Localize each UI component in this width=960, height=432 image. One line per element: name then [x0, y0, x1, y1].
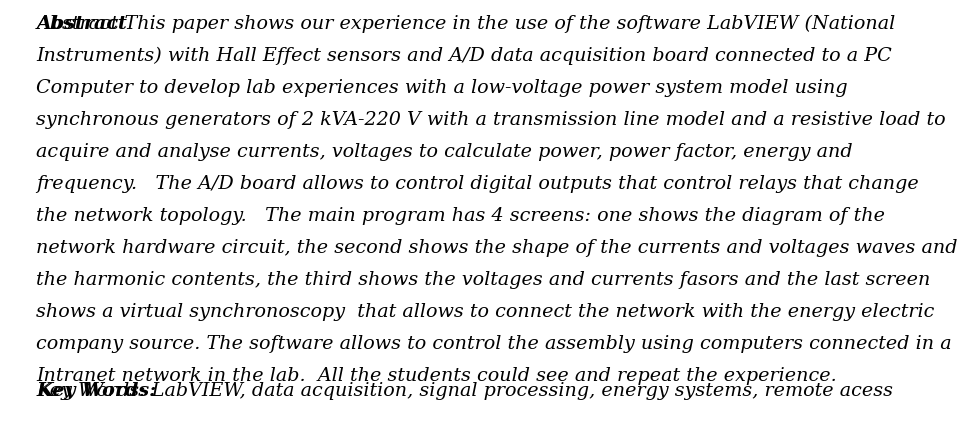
Text: network hardware circuit, the second shows the shape of the currents and voltage: network hardware circuit, the second sho… [36, 239, 958, 257]
Text: Abstract: Abstract [36, 15, 128, 33]
Text: company source. The software allows to control the assembly using computers conn: company source. The software allows to c… [36, 335, 952, 353]
Text: Key Words:: Key Words: [36, 382, 156, 400]
Text: acquire and analyse currents, voltages to calculate power, power factor, energy : acquire and analyse currents, voltages t… [36, 143, 853, 161]
Text: Intranet network in the lab.  All the students could see and repeat the experien: Intranet network in the lab. All the stu… [36, 367, 837, 385]
Text: Instruments) with Hall Effect sensors and A/D data acquisition board connected t: Instruments) with Hall Effect sensors an… [36, 47, 892, 65]
Text: Key Words: LabVIEW, data acquisition, signal processing, energy systems, remote : Key Words: LabVIEW, data acquisition, si… [36, 382, 894, 400]
Text: Abstract This paper shows our experience in the use of the software LabVIEW (Nat: Abstract This paper shows our experience… [36, 15, 896, 33]
Text: Computer to develop lab experiences with a low-voltage power system model using: Computer to develop lab experiences with… [36, 79, 848, 97]
Text: the network topology.   The main program has 4 screens: one shows the diagram of: the network topology. The main program h… [36, 207, 885, 225]
Text: frequency.   The A/D board allows to control digital outputs that control relays: frequency. The A/D board allows to contr… [36, 175, 920, 193]
Text: the harmonic contents, the third shows the voltages and currents fasors and the : the harmonic contents, the third shows t… [36, 271, 931, 289]
Text: shows a virtual synchronoscopy  that allows to connect the network with the ener: shows a virtual synchronoscopy that allo… [36, 303, 935, 321]
Text: synchronous generators of 2 kVA-220 V with a transmission line model and a resis: synchronous generators of 2 kVA-220 V wi… [36, 111, 947, 129]
